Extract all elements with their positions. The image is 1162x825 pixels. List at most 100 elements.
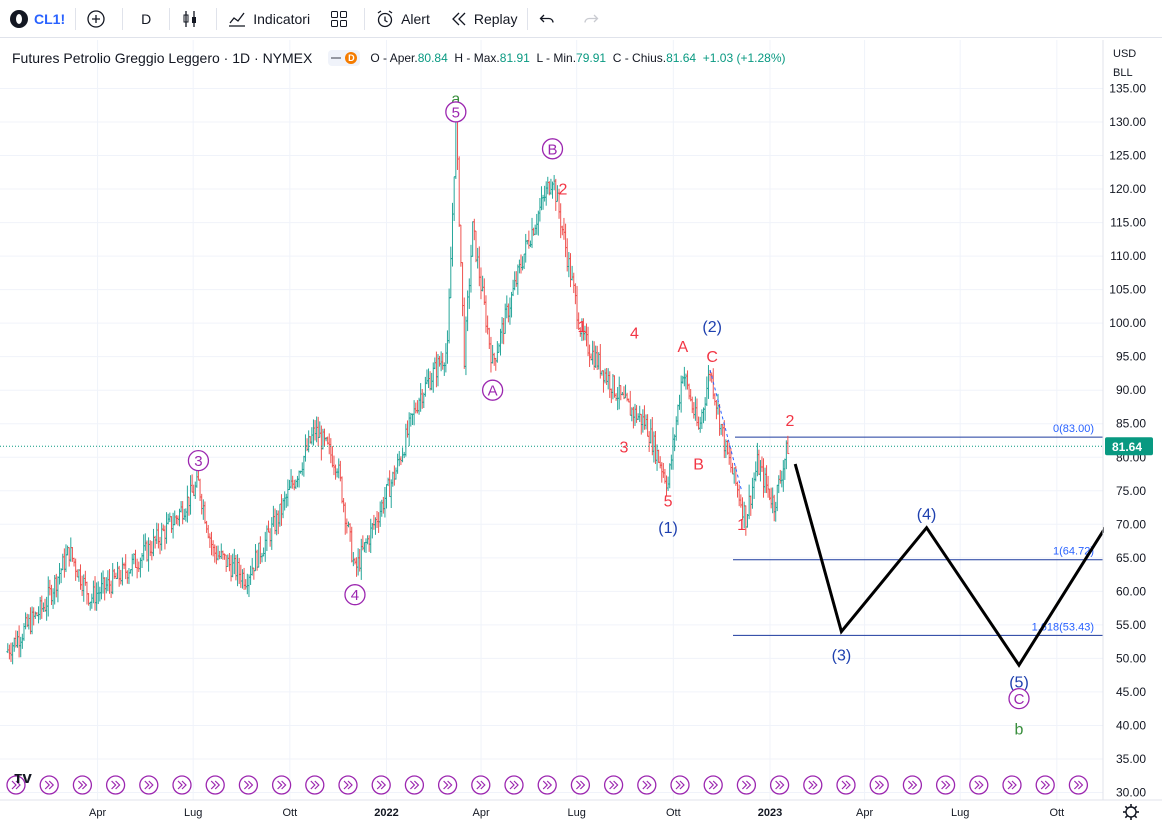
indicators-button[interactable]: Indicatori	[217, 0, 320, 38]
chart-legend: Futures Petrolio Greggio Leggero · 1D · …	[12, 50, 786, 66]
price-tick-label: 85.00	[1116, 417, 1146, 431]
event-marker	[537, 775, 557, 795]
event-marker	[437, 775, 458, 795]
event-marker	[769, 775, 790, 795]
fast-forward-icon	[77, 780, 88, 790]
fast-forward-icon	[111, 780, 121, 790]
event-marker	[139, 775, 159, 795]
time-tick-label: Apr	[472, 807, 489, 819]
currency-selector[interactable]: USD	[1113, 48, 1137, 60]
redo-icon	[584, 14, 599, 23]
unit-selector[interactable]: BLL	[1113, 67, 1133, 79]
event-marker	[371, 775, 391, 795]
event-marker	[1068, 775, 1089, 795]
fast-forward-icon	[974, 780, 984, 790]
fast-forward-icon	[609, 780, 619, 790]
event-marker	[471, 775, 491, 795]
replay-button[interactable]: Replay	[440, 0, 528, 38]
fast-forward-icon	[177, 780, 187, 790]
interval-label: D	[141, 10, 152, 27]
fast-forward-icon	[443, 780, 453, 790]
symbol-search[interactable]: CL1!	[0, 0, 75, 38]
wave-label-circle	[481, 379, 504, 401]
ohlc-values: O - Aper.80.84 H - Max.81.91 L - Min.79.…	[370, 51, 786, 65]
symbol-label: CL1!	[34, 10, 66, 27]
time-tick-label: Apr	[89, 807, 106, 819]
wave-label: 1	[577, 319, 586, 336]
fast-forward-icon	[775, 780, 785, 790]
fib-extension[interactable]: 0(83.00) 1(64.72) 1.618(53.43)	[733, 423, 1103, 636]
wave-label: (4)	[917, 507, 937, 524]
divider	[216, 7, 218, 30]
wave-label: C	[1014, 691, 1025, 708]
undo-button[interactable]	[528, 0, 572, 38]
event-marker	[935, 775, 956, 795]
event-marker	[338, 775, 358, 795]
alert-button[interactable]: Alert	[365, 0, 440, 38]
price-tick-label: 70.00	[1116, 517, 1146, 531]
price-tick-label: 120.00	[1109, 182, 1146, 196]
fast-forward-icon	[11, 780, 21, 790]
event-marker	[1002, 775, 1022, 795]
redo-button[interactable]	[572, 0, 616, 38]
wave-label-circle	[187, 449, 210, 472]
wave-label: 2	[559, 182, 568, 199]
wave-label: 1	[737, 517, 746, 534]
wave-label: 5	[452, 104, 460, 121]
chart-type-button[interactable]	[170, 0, 216, 38]
event-marker	[404, 775, 425, 795]
time-tick-label: 2022	[374, 807, 398, 819]
wave-label: B	[548, 141, 558, 158]
price-tick-label: 95.00	[1116, 350, 1146, 364]
grid-icon	[331, 10, 348, 27]
price-tick-label: 40.00	[1116, 718, 1146, 732]
event-marker	[504, 775, 524, 795]
wave-label: 3	[194, 453, 202, 470]
event-marker	[969, 775, 989, 795]
event-marker	[736, 775, 757, 795]
fast-forward-icon	[144, 780, 154, 790]
fast-forward-icon	[741, 780, 752, 790]
axis-header-bg	[1104, 40, 1162, 82]
wave-label: A	[488, 383, 498, 400]
time-tick-label: Ott	[666, 807, 681, 819]
price-tick-label: 125.00	[1109, 149, 1146, 163]
event-marker	[205, 775, 225, 795]
event-marker	[39, 775, 59, 795]
tradingview-logo: ᴛᴠ	[14, 768, 32, 787]
event-marker	[869, 775, 889, 795]
price-tick-label: 115.00	[1110, 216, 1146, 230]
time-axis[interactable]: Apr Lug Ott 2022 Apr Lug Ott 2023 Apr Lug Ott	[0, 799, 1162, 825]
divider	[122, 7, 124, 30]
fast-forward-icon	[907, 780, 918, 790]
price-tick-label: 35.00	[1116, 752, 1146, 766]
event-marker	[172, 775, 192, 795]
data-badge[interactable]: D	[328, 50, 361, 66]
fast-forward-icon	[841, 780, 851, 790]
price-tick-label: 130.00	[1109, 115, 1146, 129]
wave-label: (5)	[1009, 674, 1029, 691]
price-tick-label: 65.00	[1116, 551, 1146, 565]
interval-button[interactable]: D	[123, 0, 169, 38]
projection-path[interactable]	[793, 463, 1117, 668]
projection-line[interactable]	[793, 463, 1117, 668]
fib-level-label: 1(64.72)	[1053, 546, 1094, 558]
wave-label: 2	[786, 413, 795, 430]
event-marker	[703, 775, 723, 795]
price-bars	[0, 108, 1103, 665]
event-markers: ᴛᴠ	[6, 768, 1089, 795]
layout-button[interactable]	[320, 0, 364, 38]
price-axis[interactable]: 135.00 130.00 125.00 120.00 115.00 110.00 105.…	[1102, 40, 1162, 800]
fast-forward-icon	[376, 780, 387, 790]
axis-background	[1104, 40, 1162, 800]
fast-forward-icon	[874, 780, 885, 790]
wave-label-circle	[445, 101, 467, 123]
fast-forward-icon	[44, 780, 55, 790]
gear-icon[interactable]	[1123, 804, 1139, 820]
event-marker	[105, 775, 126, 795]
price-tick-label: 30.00	[1116, 786, 1146, 800]
compare-button[interactable]	[76, 0, 122, 38]
indicators-label: Indicatori	[253, 10, 311, 27]
event-marker	[271, 775, 292, 795]
